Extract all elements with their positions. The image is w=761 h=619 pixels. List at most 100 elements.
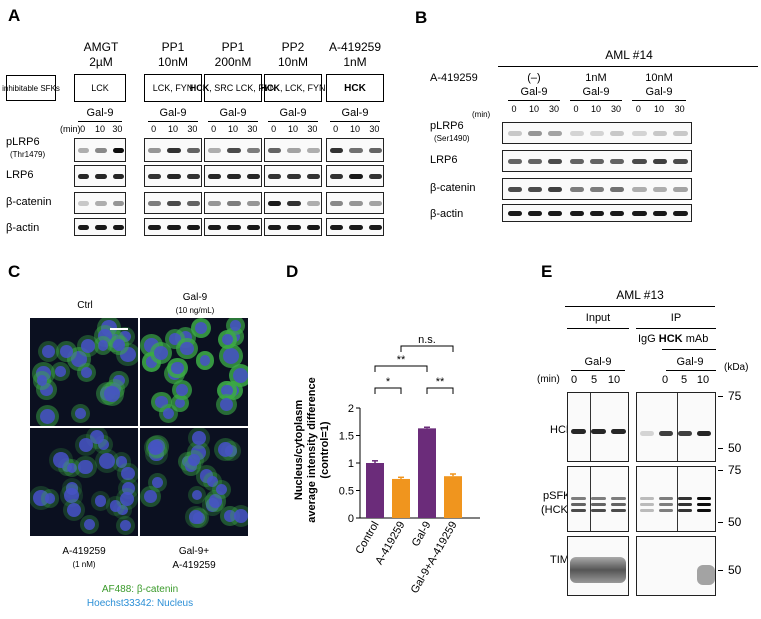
panel-b-drug-label: A-419259 [430,72,478,84]
blot-strip [204,138,262,162]
band [95,201,107,206]
band [78,148,90,153]
band [78,225,90,230]
band [652,131,668,136]
time-label: 10 [607,374,621,386]
band [571,509,586,512]
band [611,497,626,500]
row-sublabel: (Thr1479) [10,150,46,159]
y-axis-label-line1: Nucleus/cytoplasm [293,400,305,500]
blot-strip [74,165,126,187]
cell-nucleus [115,456,128,468]
row-label: β-catenin [6,196,52,208]
time-label: 10 [349,124,360,134]
band [673,159,688,164]
dose-label: (–) [527,72,541,84]
band [652,187,668,192]
bar [392,478,410,518]
cell-nucleus [98,453,115,470]
cell-nucleus [60,345,73,358]
blot-strip [326,165,384,187]
treatment-line [148,121,198,122]
time-label: 0 [511,104,517,114]
band [652,211,668,216]
drug-dose: 200nM [214,55,252,69]
sfk-box: HCK, SRC LCK, FYN [190,74,276,102]
time-label: 10 [167,124,178,134]
treatment-line [666,370,716,371]
time-label: 30 [187,124,198,134]
band [591,503,606,506]
blot-strip [204,165,262,187]
blot-strip [144,192,202,214]
row-label: LRP6 [430,154,458,166]
marker-label: 50 [728,515,742,529]
band [508,131,522,136]
drug-dose: 10nM [277,55,309,69]
cell-nucleus [230,320,241,331]
band [227,148,241,153]
ip-antibody-label: IgG HCK mAb [638,333,708,345]
band [570,159,584,164]
band [678,503,692,506]
ctrl-label: Ctrl [77,300,93,311]
cell-nucleus [75,407,87,419]
sfk-box: LCK, FYN [144,74,202,102]
band [591,429,606,434]
cell-nucleus [80,366,93,379]
panel-e-sample-label: AML #13 [616,288,664,302]
band [167,148,181,153]
band [268,201,282,206]
time-label: 0 [80,124,86,134]
cell-nucleus [153,345,169,361]
band [186,225,200,230]
time-label: 5 [680,374,688,386]
cell-nucleus [32,489,49,506]
blot-strip [264,218,322,236]
band [673,187,688,192]
band [167,225,181,230]
input-line [567,328,629,329]
significance-label: * [386,376,391,388]
blot-strip [502,122,692,144]
lane-divider [677,393,678,461]
cell-nucleus [188,510,203,524]
treatment-label: Gal-9 [159,107,187,119]
band [287,225,301,230]
band [659,431,673,436]
kda-label: (kDa) [724,362,749,373]
y-tick-label: 2 [348,403,354,415]
cell-nucleus [145,356,158,368]
cell-nucleus [163,407,175,419]
time-label: 30 [610,104,621,114]
time-label: 30 [247,124,258,134]
panel-b-min-label: (min) [472,110,491,119]
cell-nucleus [221,384,233,396]
band [659,497,673,500]
band [330,148,344,153]
band [227,174,241,179]
cell-nucleus [63,488,79,504]
band [610,131,624,136]
band [590,211,604,216]
blot-strip [144,165,202,187]
row-label: β-actin [430,208,464,220]
band [570,211,584,216]
band [349,225,363,230]
sfk-text: HCK, SRC LCK, FYN [190,83,277,94]
sfk-rest: LCK, FYN [152,82,194,93]
panel-a-min-label: (min) [60,124,81,134]
band [652,159,668,164]
cell-nucleus [152,476,164,488]
row-label: pSFK [543,490,571,502]
time-label: 30 [674,104,685,114]
time-label: 10 [227,124,238,134]
band [528,131,542,136]
band [591,509,606,512]
panel-label-d: D [286,262,299,281]
band [673,211,688,216]
y-tick-label: 0.5 [339,486,354,498]
treatment-label: Gal-9 [86,107,114,119]
band [678,431,692,436]
band [268,225,282,230]
